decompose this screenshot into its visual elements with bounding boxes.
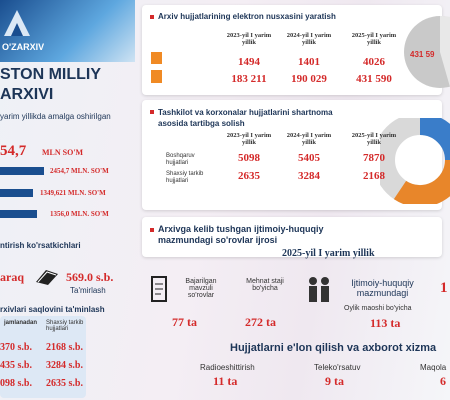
title: STON MILLIY — [0, 66, 102, 83]
row-label: Shaxsiy tarkib hujjatlari — [166, 171, 204, 184]
storage-cell: 098 s.b. — [0, 378, 32, 389]
storage-cell: 435 s.b. — [0, 360, 32, 371]
pie-label: 431 59 — [410, 50, 435, 59]
repair-label: Ta'mirlash — [70, 286, 106, 295]
bar-label: 1356,0 MLN. SO'M — [50, 210, 109, 218]
cell: 1494 — [238, 56, 260, 68]
storage-cell: 2168 s.b. — [46, 342, 83, 353]
bar-unit: MLN. SO'M — [71, 210, 109, 218]
title: ARXIVI — [0, 86, 54, 103]
logo-icon — [4, 10, 30, 36]
pub-value: 6 — [440, 374, 446, 388]
cell: 5098 — [238, 152, 260, 164]
bar — [0, 167, 44, 175]
repair-value: 569.0 s.b. — [66, 270, 114, 284]
bar-value: 1349,621 — [40, 189, 67, 197]
bar-unit: MLN. SO'M — [68, 189, 106, 197]
storage-cell: 3284 s.b. — [46, 360, 83, 371]
section-title: Arxivga kelib tushgan ijtimoiy-huquqiy m… — [158, 224, 324, 245]
cell: 7870 — [363, 152, 385, 164]
section-heading: rxivlari saqlovini ta'minlash — [0, 305, 105, 314]
period: 2025-yil I yarim yillik — [282, 248, 375, 259]
cell: 183 211 — [231, 73, 267, 85]
section-title: Tashkilot va korxonalar hujjatlarini sha… — [158, 108, 333, 128]
year-header: 2023-yil I yarim yillik — [226, 32, 272, 46]
cell: 2168 — [363, 170, 385, 182]
bullet — [150, 228, 154, 232]
logo-text: O'ZARXIV — [2, 42, 45, 52]
column-header: jamlanadan — [4, 320, 38, 326]
year-header: 2025-yil I yarim yillik — [351, 132, 397, 146]
section-title: Hujjatlarni e'lon qilish va axborot xizm… — [230, 342, 437, 354]
bar-label: 2454,7 MLN. SO'M — [50, 167, 109, 175]
bar — [0, 189, 33, 197]
pub-label: Radioeshittirish — [200, 363, 255, 372]
bar-unit: MLN. SO'M — [71, 167, 109, 175]
year-header: 2024-yil I yarim yillik — [286, 132, 332, 146]
storage-cell: 370 s.b. — [0, 342, 32, 353]
bullet — [150, 15, 154, 19]
doc-icon — [151, 276, 167, 302]
cell: 3284 — [298, 170, 320, 182]
request-label: Bajarilgan mavzuli so'rovlar — [185, 278, 217, 299]
bullet — [150, 110, 154, 114]
pub-label: Maqola — [420, 363, 447, 372]
pub-value: 9 ta — [325, 374, 344, 388]
total-unit: MLN SO'M — [42, 148, 84, 157]
cell: 431 590 — [356, 73, 392, 85]
storage-cell: 2635 s.b. — [46, 378, 83, 389]
total-value: 54,7 — [0, 143, 27, 159]
request-sublabel: Oylik maoshi bo'yicha — [344, 305, 412, 312]
people-icon — [309, 277, 329, 302]
card — [142, 5, 442, 95]
pub-label: Teleko'rsatuv — [314, 363, 361, 372]
section-title: Arxiv hujjatlarining elektron nusxasini … — [158, 12, 336, 21]
cell: 5405 — [298, 152, 320, 164]
storage-table — [0, 316, 86, 398]
book-icon — [36, 270, 58, 285]
pub-value: 11 ta — [213, 374, 238, 388]
column-header: Shaxsiy tarkib hujjatlari — [46, 320, 84, 332]
cell: 1401 — [298, 56, 320, 68]
repair-left: araq — [0, 270, 24, 284]
bar-value: 2454,7 — [50, 167, 70, 175]
cell: 2635 — [238, 170, 260, 182]
bar — [0, 210, 37, 218]
card — [142, 217, 442, 257]
subtitle: yarim yillikda amalga oshirilgan — [0, 112, 111, 121]
year-header: 2023-yil I yarim yillik — [226, 132, 272, 146]
year-header: 2024-yil I yarim yillik — [286, 32, 332, 46]
bar-label: 1349,621 MLN. SO'M — [40, 189, 106, 197]
request-value: 113 ta — [370, 316, 401, 330]
section-heading: ntirish ko'rsatkichlari — [0, 241, 81, 250]
cell: 190 029 — [291, 73, 327, 85]
pie — [404, 15, 450, 88]
doc-icons — [151, 52, 162, 83]
donut — [380, 118, 450, 204]
cell: 4026 — [363, 56, 385, 68]
request-value: 272 ta — [245, 315, 276, 329]
request-label: Ijtimoiy-huquqiy mazmundagi — [351, 278, 414, 298]
request-value: 1 — [440, 280, 448, 296]
year-header: 2025-yil I yarim yillik — [351, 32, 397, 46]
bar-value: 1356,0 — [50, 210, 70, 218]
row-label: Boshqaruv hujjatlari — [166, 153, 195, 166]
request-value: 77 ta — [172, 315, 197, 329]
request-label: Mehnat staji bo'yicha — [246, 278, 284, 292]
